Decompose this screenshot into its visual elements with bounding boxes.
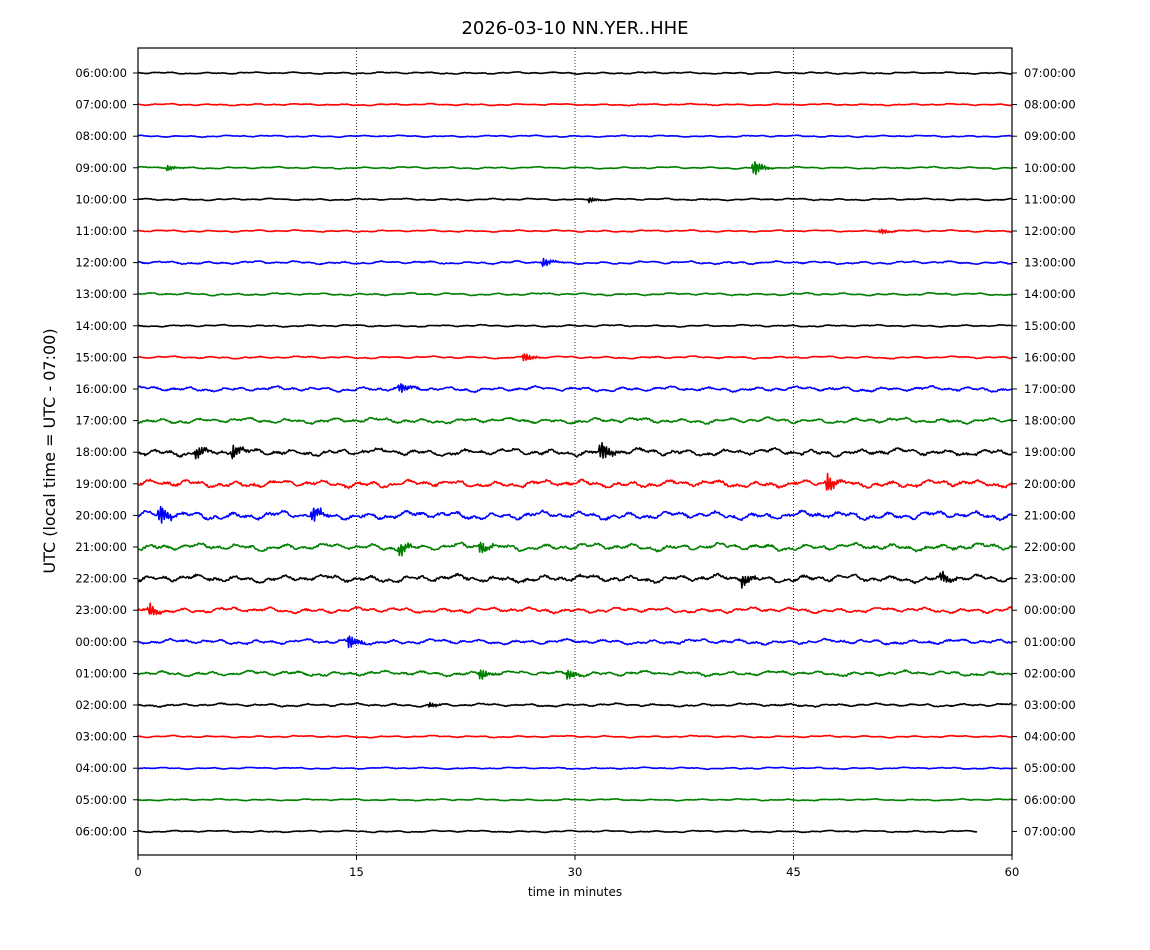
y-tick-label-left: 06:00:00 xyxy=(75,66,127,80)
y-tick-label-right: 11:00:00 xyxy=(1024,192,1076,206)
chart-title: 2026-03-10 NN.YER..HHE xyxy=(461,18,688,39)
trace-030000 xyxy=(137,734,1013,739)
trace-060000 xyxy=(137,829,978,834)
y-tick-label-left: 17:00:00 xyxy=(75,414,127,428)
x-tick-label: 15 xyxy=(349,865,364,879)
x-axis-label: time in minutes xyxy=(528,885,622,899)
y-tick-label-right: 18:00:00 xyxy=(1024,414,1076,428)
left-ytick-labels: 06:00:00 07:00:00 08:00:00 09:00:00 10:00:00… xyxy=(75,66,138,838)
y-tick-label-right: 23:00:00 xyxy=(1024,572,1076,586)
y-tick-label-right: 19:00:00 xyxy=(1024,445,1076,459)
trace-140000 xyxy=(137,323,1013,328)
trace-010000 xyxy=(137,669,1013,680)
trace-130000 xyxy=(137,291,1013,297)
y-tick-label-left: 10:00:00 xyxy=(75,192,127,206)
y-tick-label-left: 20:00:00 xyxy=(75,508,127,522)
y-tick-label-right: 21:00:00 xyxy=(1024,508,1076,522)
trace-110000 xyxy=(137,228,1013,235)
y-tick-label-right: 13:00:00 xyxy=(1024,256,1076,270)
y-tick-label-left: 19:00:00 xyxy=(75,477,127,491)
y-tick-label-left: 07:00:00 xyxy=(75,98,127,112)
trace-170000 xyxy=(137,416,1012,426)
trace-100000 xyxy=(137,197,1013,204)
y-tick-label-left: 23:00:00 xyxy=(75,603,127,617)
y-tick-label-left: 12:00:00 xyxy=(75,256,127,270)
y-tick-label-right: 09:00:00 xyxy=(1024,129,1076,143)
x-tick-label: 30 xyxy=(568,865,583,879)
y-tick-label-left: 00:00:00 xyxy=(75,635,127,649)
y-tick-label-right: 16:00:00 xyxy=(1024,350,1076,364)
trace-150000 xyxy=(137,353,1013,362)
trace-160000 xyxy=(138,383,1013,394)
y-tick-label-left: 09:00:00 xyxy=(75,161,127,175)
y-tick-label-right: 02:00:00 xyxy=(1024,666,1076,680)
trace-090000 xyxy=(137,161,1013,176)
y-tick-label-right: 07:00:00 xyxy=(1024,66,1076,80)
y-tick-label-left: 01:00:00 xyxy=(75,666,127,680)
y-tick-label-left: 08:00:00 xyxy=(75,129,127,143)
y-tick-label-left: 11:00:00 xyxy=(75,224,127,238)
trace-000000 xyxy=(137,635,1013,649)
trace-020000 xyxy=(137,701,1013,708)
y-axis-label: UTC (local time = UTC - 07:00) xyxy=(40,328,59,573)
y-tick-label-right: 10:00:00 xyxy=(1024,161,1076,175)
y-tick-label-left: 06:00:00 xyxy=(75,824,127,838)
y-tick-label-right: 17:00:00 xyxy=(1024,382,1076,396)
y-tick-label-left: 21:00:00 xyxy=(75,540,127,554)
trace-050000 xyxy=(137,797,1013,802)
trace-120000 xyxy=(137,257,1013,268)
y-tick-label-right: 20:00:00 xyxy=(1024,477,1076,491)
y-tick-label-right: 08:00:00 xyxy=(1024,98,1076,112)
x-tick-labels: 0 15 30 45 60 xyxy=(134,855,1019,879)
y-tick-label-right: 07:00:00 xyxy=(1024,824,1076,838)
y-tick-label-left: 13:00:00 xyxy=(75,287,127,301)
trace-220000 xyxy=(137,570,1013,589)
trace-180000 xyxy=(137,441,1013,460)
x-tick-label: 45 xyxy=(786,865,801,879)
y-tick-label-right: 12:00:00 xyxy=(1024,224,1076,238)
y-tick-label-right: 04:00:00 xyxy=(1024,730,1076,744)
y-tick-label-right: 00:00:00 xyxy=(1024,603,1076,617)
trace-070000 xyxy=(137,102,1013,107)
y-tick-label-right: 03:00:00 xyxy=(1024,698,1076,712)
y-tick-label-right: 01:00:00 xyxy=(1024,635,1076,649)
trace-230000 xyxy=(137,602,1013,616)
grid-lines xyxy=(356,48,794,855)
y-tick-label-left: 18:00:00 xyxy=(75,445,127,459)
x-tick-label: 0 xyxy=(134,865,141,879)
right-ytick-labels: 07:00:00 08:00:00 09:00:00 10:00:00 11:00:00… xyxy=(1012,66,1076,838)
trace-200000 xyxy=(137,505,1013,524)
y-tick-label-right: 05:00:00 xyxy=(1024,761,1076,775)
y-tick-label-left: 15:00:00 xyxy=(75,350,127,364)
y-tick-label-left: 02:00:00 xyxy=(75,698,127,712)
y-tick-label-left: 16:00:00 xyxy=(75,382,127,396)
x-tick-label: 60 xyxy=(1005,865,1020,879)
y-tick-label-left: 04:00:00 xyxy=(75,761,127,775)
y-tick-label-left: 14:00:00 xyxy=(75,319,127,333)
trace-group xyxy=(137,71,1013,834)
y-tick-label-right: 14:00:00 xyxy=(1024,287,1076,301)
y-tick-label-left: 22:00:00 xyxy=(75,572,127,586)
trace-210000 xyxy=(137,541,1012,557)
trace-040000 xyxy=(137,766,1013,771)
y-tick-label-right: 15:00:00 xyxy=(1024,319,1076,333)
trace-060000 xyxy=(137,71,1013,75)
y-tick-label-left: 03:00:00 xyxy=(75,730,127,744)
y-tick-label-left: 05:00:00 xyxy=(75,793,127,807)
y-tick-label-right: 06:00:00 xyxy=(1024,793,1076,807)
trace-080000 xyxy=(137,134,1012,139)
y-tick-label-right: 22:00:00 xyxy=(1024,540,1076,554)
trace-190000 xyxy=(137,472,1013,491)
